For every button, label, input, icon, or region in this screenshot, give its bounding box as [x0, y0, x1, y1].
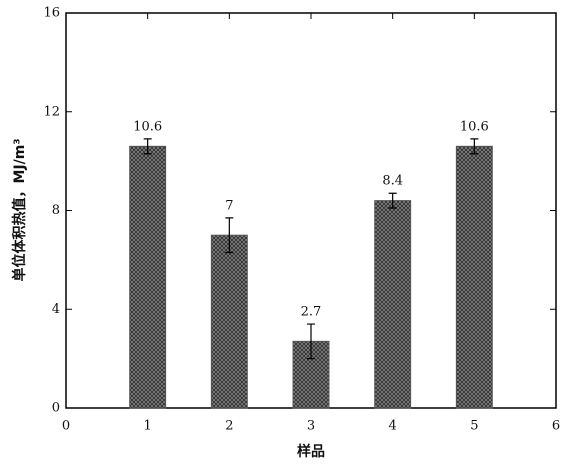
y-tick-label: 0	[52, 401, 60, 416]
x-tick-label: 5	[470, 419, 478, 434]
error-bar	[143, 138, 152, 155]
x-axis-title: 样品	[297, 443, 325, 460]
x-tick-label: 1	[144, 419, 152, 434]
bar	[129, 145, 167, 409]
error-bar	[388, 192, 397, 209]
bar	[210, 234, 248, 409]
x-tick-label: 3	[307, 419, 315, 434]
bar	[455, 145, 493, 409]
value-label: 7	[225, 198, 233, 213]
y-tick-label: 16	[43, 6, 60, 21]
y-axis-title: 单位体积热值，MJ/m³	[11, 139, 28, 282]
error-bar	[470, 138, 479, 155]
x-tick-label: 4	[389, 419, 397, 434]
x-tick-label: 0	[62, 419, 70, 434]
value-label: 10.6	[133, 119, 162, 134]
value-label: 8.4	[382, 174, 403, 189]
x-tick-label: 2	[225, 419, 233, 434]
error-bar	[225, 217, 234, 254]
x-tick-label: 6	[552, 419, 560, 434]
y-tick-label: 4	[52, 302, 60, 317]
y-tick-label: 12	[43, 104, 60, 119]
error-bar	[307, 323, 315, 360]
value-label: 2.7	[301, 305, 322, 320]
value-label: 10.6	[460, 119, 489, 134]
y-tick-label: 8	[52, 203, 60, 218]
bar	[374, 200, 412, 409]
